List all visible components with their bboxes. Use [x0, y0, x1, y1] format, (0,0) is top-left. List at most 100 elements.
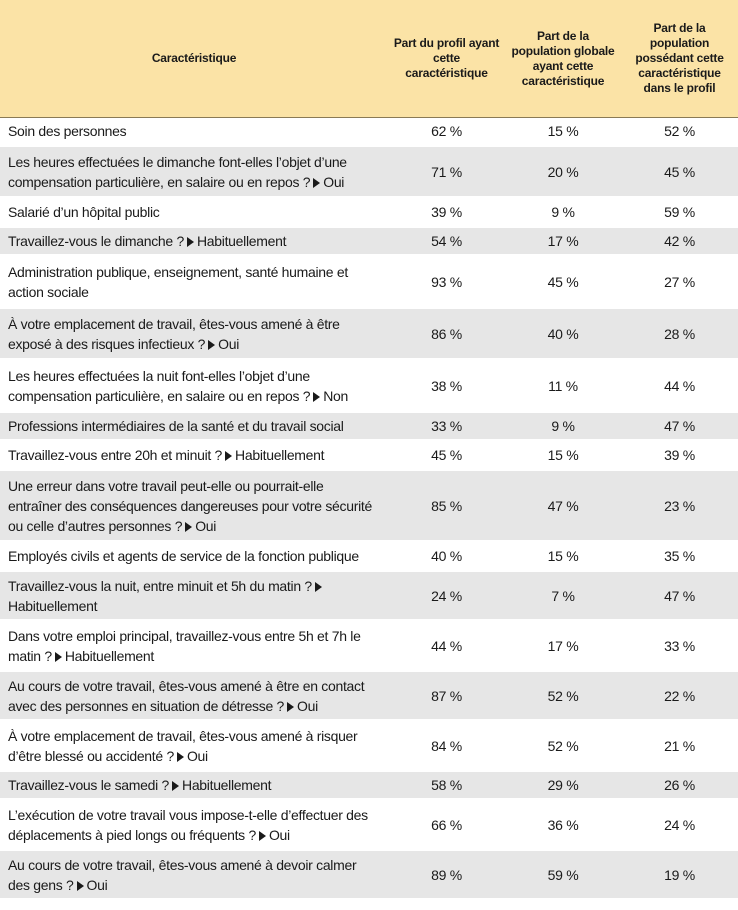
header-population-in-profile: Part de la population possédant cette ca…: [635, 21, 724, 95]
global-share-cell: 52 %: [547, 737, 579, 754]
global-share-cell: 59 %: [547, 866, 579, 883]
characteristic-cell: Dans votre emploi principal, travaillez-…: [0, 622, 388, 669]
answer-arrow-icon: [258, 830, 266, 841]
global-share-cell: 15 %: [547, 548, 579, 564]
characteristic-cell: Travaillez-vous le samedi ? Habituellemen…: [0, 772, 388, 798]
answer-arrow-icon: [185, 521, 193, 532]
table-row: Soin des personnes 62 % 15 % 52 %: [0, 118, 738, 147]
table-row: Travaillez-vous le dimanche ? Habituellem…: [0, 228, 738, 257]
header-profile-share: Part du profil ayant cette caractéristiq…: [393, 36, 500, 80]
characteristic-cell: Professions intermédiaires de la santé e…: [0, 413, 388, 439]
global-share-cell: 11 %: [548, 377, 578, 394]
profile-share-cell: 86 %: [431, 325, 462, 342]
population-in-profile-cell: 19 %: [664, 866, 695, 883]
characteristic-cell: Les heures effectuées le dimanche font-e…: [0, 147, 388, 196]
answer-arrow-icon: [76, 880, 84, 891]
global-share-cell: 9 %: [551, 204, 575, 220]
population-in-profile-cell: 33 %: [664, 637, 695, 654]
global-share-cell: 36 %: [547, 816, 579, 833]
table-row: L’exécution de votre travail vous impose…: [0, 801, 738, 851]
characteristic-text: Administration publique, enseignement, s…: [8, 263, 348, 300]
global-share-cell: 52 %: [547, 687, 579, 704]
answer-text: Oui: [195, 517, 217, 534]
population-in-profile-cell: 39 %: [664, 447, 695, 463]
global-share-cell: 47 %: [547, 497, 579, 514]
characteristic-text: Travaillez-vous entre 20h et minuit ?: [8, 447, 223, 463]
global-share-cell: 15 %: [547, 123, 579, 139]
answer-text: Oui: [297, 697, 318, 714]
characteristic-text: Les heures effectuées le dimanche font-e…: [8, 153, 347, 190]
profile-share-cell: 62 %: [431, 123, 462, 139]
global-share-cell: 7 %: [551, 587, 575, 604]
answer-text: Habituellement: [235, 447, 325, 463]
characteristic-cell: Salarié d’un hôpital public: [0, 199, 388, 225]
profile-share-cell: 39 %: [431, 204, 462, 220]
profile-share-cell: 44 %: [431, 637, 462, 654]
characteristic-text: Une erreur dans votre travail peut-elle …: [8, 477, 372, 534]
profile-share-cell: 93 %: [431, 273, 462, 290]
answer-text: Oui: [268, 826, 290, 843]
answer-text: Habituellement: [196, 233, 287, 249]
characteristic-cell: Soin des personnes: [0, 118, 388, 144]
population-in-profile-cell: 24 %: [664, 816, 695, 833]
population-in-profile-cell: 21 %: [664, 737, 695, 754]
table-row: À votre emplacement de travail, êtes-vou…: [0, 309, 738, 361]
population-in-profile-cell: 35 %: [664, 548, 695, 564]
table-row: Salarié d’un hôpital public 39 % 9 % 59 %: [0, 199, 738, 228]
answer-arrow-icon: [176, 751, 184, 762]
table-row: Travaillez-vous la nuit, entre minuit et…: [0, 572, 738, 622]
population-in-profile-cell: 26 %: [664, 777, 695, 793]
characteristic-text: Au cours de votre travail, êtes-vous ame…: [8, 677, 365, 714]
table-row: Les heures effectuées le dimanche font-e…: [0, 147, 738, 199]
characteristic-cell: Au cours de votre travail, êtes-vous ame…: [0, 851, 388, 898]
answer-text: Habituellement: [64, 647, 154, 664]
population-in-profile-cell: 23 %: [664, 497, 695, 514]
profile-share-cell: 85 %: [431, 497, 462, 514]
profile-share-cell: 54 %: [431, 233, 462, 249]
table-row: Les heures effectuées la nuit font-elles…: [0, 361, 738, 413]
table-row: Travaillez-vous le samedi ? Habituellemen…: [0, 772, 738, 801]
profile-share-cell: 38 %: [431, 377, 462, 394]
characteristic-text: Employés civils et agents de service de …: [8, 548, 359, 564]
answer-arrow-icon: [314, 581, 322, 592]
population-in-profile-cell: 22 %: [664, 687, 695, 704]
characteristic-text: Professions intermédiaires de la santé e…: [8, 418, 344, 434]
profile-share-cell: 87 %: [431, 687, 462, 704]
profile-share-cell: 71 %: [431, 163, 462, 180]
profile-share-cell: 45 %: [431, 447, 462, 463]
answer-text: Non: [323, 387, 349, 404]
characteristic-text: Les heures effectuées la nuit font-elles…: [8, 367, 311, 404]
population-in-profile-cell: 44 %: [664, 377, 695, 394]
table-row: Dans votre emploi principal, travaillez-…: [0, 622, 738, 672]
characteristic-cell: Travaillez-vous le dimanche ? Habituellem…: [0, 228, 388, 254]
table-row: À votre emplacement de travail, êtes-vou…: [0, 722, 738, 772]
population-in-profile-cell: 28 %: [664, 325, 695, 342]
profile-share-cell: 58 %: [431, 777, 462, 793]
global-share-cell: 9 %: [551, 418, 575, 434]
profile-share-cell: 40 %: [431, 548, 462, 564]
answer-text: Habituellement: [182, 777, 272, 793]
characteristic-text: À votre emplacement de travail, êtes-vou…: [8, 315, 340, 352]
answer-arrow-icon: [225, 451, 233, 461]
answer-arrow-icon: [287, 701, 295, 712]
population-in-profile-cell: 45 %: [664, 163, 695, 180]
header-characteristic: Caractéristique: [151, 51, 237, 65]
answer-arrow-icon: [186, 237, 194, 247]
characteristic-text: À votre emplacement de travail, êtes-vou…: [8, 727, 358, 764]
global-share-cell: 29 %: [547, 777, 579, 793]
characteristic-cell: À votre emplacement de travail, êtes-vou…: [0, 309, 388, 358]
characteristic-cell: Administration publique, enseignement, s…: [0, 257, 388, 306]
population-in-profile-cell: 47 %: [664, 587, 695, 604]
profile-share-cell: 66 %: [431, 816, 462, 833]
answer-arrow-icon: [208, 339, 216, 350]
characteristic-text: Au cours de votre travail, êtes-vous ame…: [8, 856, 357, 893]
header-global-share: Part de la population globale ayant cett…: [511, 28, 615, 88]
characteristic-cell: Une erreur dans votre travail peut-elle …: [0, 471, 388, 540]
global-share-cell: 17 %: [547, 637, 579, 654]
answer-arrow-icon: [172, 781, 180, 791]
profile-share-cell: 24 %: [431, 587, 462, 604]
table-row: Au cours de votre travail, êtes-vous ame…: [0, 672, 738, 722]
answer-text: Habituellement: [8, 597, 98, 614]
characteristic-cell: Les heures effectuées la nuit font-elles…: [0, 361, 388, 410]
characteristic-text: Soin des personnes: [8, 123, 127, 139]
